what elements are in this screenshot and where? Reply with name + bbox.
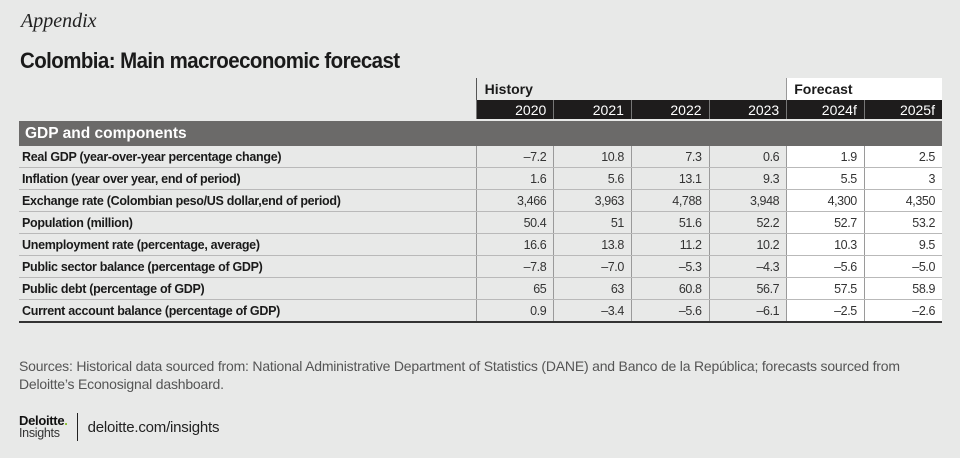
cell-value: –4.3 (708, 255, 787, 278)
cell-value: 11.2 (630, 233, 710, 256)
cell-value: 9.5 (863, 233, 942, 256)
cell-value: 57.5 (786, 277, 865, 300)
cell-value: –2.5 (786, 299, 865, 323)
cell-value: 10.2 (708, 233, 787, 256)
cell-value: –7.8 (475, 255, 554, 278)
year-header: 2023 (708, 100, 787, 120)
cell-value: 52.2 (708, 211, 787, 234)
cell-value: 53.2 (863, 211, 942, 234)
year-header: 2024f (786, 100, 865, 120)
history-header: History (475, 78, 787, 100)
row-label: Real GDP (year-over-year percentage chan… (19, 146, 477, 168)
cell-value: 4,788 (630, 189, 710, 212)
row-label: Population (million) (19, 211, 477, 234)
cell-value: –7.0 (553, 255, 632, 278)
cell-value: 10.8 (553, 146, 632, 168)
cell-value: 5.6 (553, 167, 632, 190)
cell-value: 0.9 (475, 299, 554, 323)
cell-value: 3,948 (708, 189, 787, 212)
logo-brand-text: Deloitte (19, 413, 65, 428)
table-row: Public sector balance (percentage of GDP… (19, 255, 942, 278)
cell-value: 7.3 (630, 146, 710, 168)
logo-subtitle: Insights (19, 426, 60, 440)
cell-value: 3 (863, 167, 942, 190)
sources-note: Sources: Historical data sourced from: N… (19, 358, 900, 392)
year-header: 2020 (475, 100, 554, 120)
appendix-kicker: Appendix (21, 10, 97, 32)
footer: Deloitte. Insights deloitte.com/insights (19, 413, 219, 441)
cell-value: 51.6 (630, 211, 710, 234)
cell-value: –5.3 (630, 255, 710, 278)
table-row: Public debt (percentage of GDP) 65 63 60.8 5… (19, 277, 942, 300)
cell-value: 3,963 (553, 189, 632, 212)
cell-value: 9.3 (708, 167, 787, 190)
cell-value: 3,466 (475, 189, 554, 212)
cell-value: 50.4 (475, 211, 554, 234)
section-header-row: GDP and components (19, 119, 942, 146)
cell-value: 1.6 (475, 167, 554, 190)
cell-value: 52.7 (786, 211, 865, 234)
logo-brand: Deloitte. (19, 414, 68, 427)
table-row: Inflation (year over year, end of period… (19, 167, 942, 190)
row-label: Public debt (percentage of GDP) (19, 277, 477, 300)
row-label: Inflation (year over year, end of period… (19, 167, 477, 190)
cell-value: 1.9 (786, 146, 865, 168)
cell-value: –5.6 (786, 255, 865, 278)
forecast-header: Forecast (786, 78, 942, 100)
cell-value: 2.5 (863, 146, 942, 168)
year-header-row: 2020 2021 2022 2023 2024f 2025f (19, 100, 942, 120)
cell-value: –3.4 (553, 299, 632, 323)
table-row: Current account balance (percentage of G… (19, 299, 942, 323)
footer-link[interactable]: deloitte.com/insights (87, 418, 220, 436)
year-header: 2025f (863, 100, 942, 120)
cell-value: –5.6 (630, 299, 710, 323)
cell-value: 4,300 (786, 189, 865, 212)
group-header-row: History Forecast (19, 78, 942, 100)
footer-divider (76, 413, 78, 441)
deloitte-insights-logo: Deloitte. Insights (19, 414, 68, 440)
year-header: 2021 (553, 100, 632, 120)
forecast-table: History Forecast 2020 2021 2022 2023 202… (19, 78, 942, 323)
cell-value: –7.2 (475, 146, 554, 168)
cell-value: 16.6 (475, 233, 554, 256)
cell-value: 60.8 (630, 277, 710, 300)
cell-value: 56.7 (708, 277, 787, 300)
year-header: 2022 (630, 100, 710, 120)
table-row: Real GDP (year-over-year percentage chan… (19, 146, 942, 168)
cell-value: 13.8 (553, 233, 632, 256)
cell-value: –6.1 (708, 299, 787, 323)
cell-value: 63 (553, 277, 632, 300)
page-title: Colombia: Main macroeconomic forecast (20, 48, 400, 73)
cell-value: 51 (553, 211, 632, 234)
section-title: GDP and components (19, 119, 942, 146)
table-row: Unemployment rate (percentage, average) 1… (19, 233, 942, 256)
table-row: Exchange rate (Colombian peso/US dollar,… (19, 189, 942, 212)
cell-value: 65 (475, 277, 554, 300)
cell-value: 4,350 (863, 189, 942, 212)
cell-value: 58.9 (863, 277, 942, 300)
logo-dot: . (64, 413, 68, 428)
row-label: Current account balance (percentage of G… (19, 299, 477, 323)
cell-value: –2.6 (863, 299, 942, 323)
row-label: Unemployment rate (percentage, average) (19, 233, 477, 256)
row-label: Public sector balance (percentage of GDP… (19, 255, 477, 278)
table-row: Population (million) 50.4 51 51.6 52.2 52.7 53… (19, 211, 942, 234)
cell-value: 13.1 (630, 167, 710, 190)
cell-value: –5.0 (863, 255, 942, 278)
cell-value: 10.3 (786, 233, 865, 256)
cell-value: 0.6 (708, 146, 787, 168)
cell-value: 5.5 (786, 167, 865, 190)
row-label: Exchange rate (Colombian peso/US dollar,… (19, 189, 477, 212)
